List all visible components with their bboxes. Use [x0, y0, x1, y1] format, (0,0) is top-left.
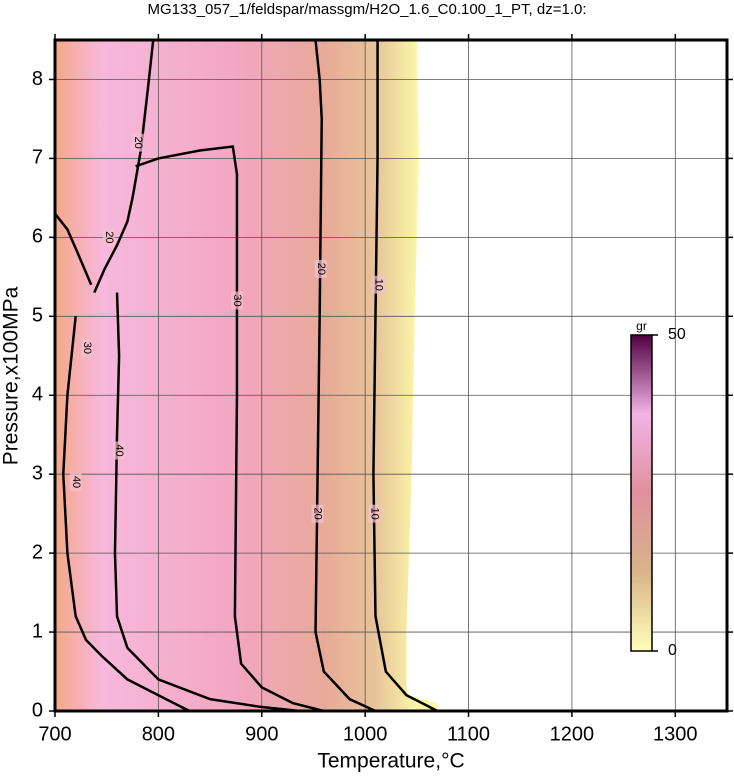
contour-line	[314, 39, 377, 713]
y-tick-label: 6	[32, 226, 43, 248]
contour-label: 30	[81, 342, 93, 354]
x-tick-label: 800	[142, 723, 175, 745]
label-bg	[314, 259, 327, 278]
colorbar-tick-label: 0	[668, 642, 677, 659]
x-tick-label: 1000	[343, 723, 388, 745]
contour-line	[372, 40, 439, 713]
contour-label: 20	[103, 231, 115, 243]
contour-label: 40	[113, 444, 125, 456]
label-bg	[131, 133, 144, 152]
contour-label: 10	[369, 508, 381, 520]
contour-label: 10	[373, 279, 385, 291]
contour-label: 20	[312, 508, 324, 520]
plot-frame	[53, 38, 729, 713]
colorbar-label: gr	[636, 319, 647, 333]
y-tick-label: 8	[32, 68, 43, 90]
label-bg	[311, 504, 324, 523]
field	[55, 40, 438, 711]
x-tick-label: 1200	[550, 723, 595, 745]
colorbar-tick-label: 50	[668, 326, 686, 343]
x-axis-label: Temperature,°C	[317, 750, 464, 773]
label-bg	[372, 275, 385, 294]
contour-line	[93, 39, 155, 294]
y-tick-label: 1	[32, 620, 43, 642]
chart-title: MG133_057_1/feldspar/massgm/H2O_1.6_C0.1…	[147, 1, 586, 18]
y-tick-label: 3	[32, 462, 43, 484]
label-bg	[230, 291, 243, 310]
x-tick-label: 900	[245, 723, 278, 745]
label-bg	[81, 338, 94, 357]
y-tick-label: 4	[32, 384, 43, 406]
colorbar	[630, 334, 653, 652]
x-tick-label: 700	[38, 723, 71, 745]
contour-line	[54, 212, 93, 286]
label-bg	[102, 228, 115, 247]
contour-label: 30	[231, 294, 243, 306]
y-tick-label: 7	[32, 147, 43, 169]
label-bg	[113, 441, 126, 460]
contour-label: 20	[315, 263, 327, 275]
contour-line	[135, 145, 325, 713]
label-bg	[69, 473, 82, 492]
y-axis-label: Pressure,x100MPa	[0, 286, 23, 465]
contour-label: 20	[132, 136, 144, 148]
contour-line	[113, 292, 301, 713]
y-tick-label: 2	[32, 541, 43, 563]
contour-line	[62, 316, 190, 713]
contour-label: 40	[70, 476, 82, 488]
x-tick-label: 1100	[447, 723, 490, 745]
y-tick-label: 0	[32, 699, 43, 721]
label-bg	[368, 504, 381, 523]
y-tick-label: 5	[32, 305, 43, 327]
x-tick-label: 1300	[653, 723, 698, 745]
